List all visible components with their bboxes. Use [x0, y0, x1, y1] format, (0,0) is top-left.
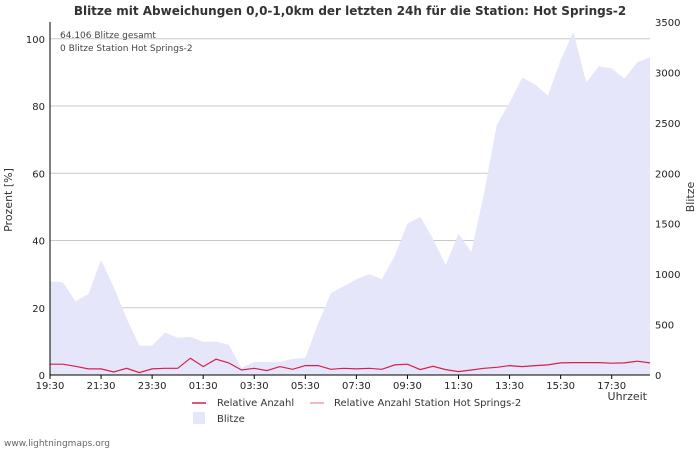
y-tick-right: 3000 — [655, 68, 680, 79]
y-tick-right: 0 — [655, 371, 661, 382]
x-tick-label: 07:30 — [342, 381, 371, 392]
x-tick-label: 21:30 — [87, 381, 116, 392]
x-tick-label: 05:30 — [291, 381, 320, 392]
axes — [49, 22, 650, 379]
y-axis-left-label: Prozent [%] — [2, 168, 15, 232]
x-tick-label: 17:30 — [597, 381, 626, 392]
y-tick-right: 500 — [655, 321, 674, 332]
relative-anzahl-line — [50, 357, 651, 374]
info-total-strikes: 64.106 Blitze gesamt — [60, 31, 156, 41]
blitze-area — [50, 32, 650, 375]
y-axis-right-label: Blitze — [684, 182, 697, 213]
x-axis-label: Uhrzeit — [608, 390, 648, 403]
footer-link[interactable]: www.lightningmaps.org — [4, 439, 110, 449]
legend-blitze-swatch — [193, 412, 205, 424]
y-tick-left: 20 — [32, 304, 45, 315]
x-tick-label: 11:30 — [444, 381, 473, 392]
x-tick-label: 23:30 — [138, 381, 167, 392]
x-tick-label: 03:30 — [240, 381, 269, 392]
legend-relative-label: Relative Anzahl — [217, 398, 294, 409]
y-tick-left: 100 — [26, 35, 45, 46]
x-tick-label: 15:30 — [546, 381, 575, 392]
y-tick-left: 0 — [39, 371, 45, 382]
x-tick-label: 01:30 — [189, 381, 218, 392]
legend: Relative Anzahl Relative Anzahl Station … — [192, 398, 521, 425]
y-tick-left: 80 — [32, 102, 45, 113]
y-tick-right: 3500 — [655, 18, 680, 29]
y-tick-right: 2000 — [655, 169, 680, 180]
blitze-area-layer — [50, 32, 650, 375]
y-tick-right: 2500 — [655, 119, 680, 130]
x-tick-label: 13:30 — [495, 381, 524, 392]
legend-station-label: Relative Anzahl Station Hot Springs-2 — [334, 398, 521, 409]
chart-title: Blitze mit Abweichungen 0,0-1,0km der le… — [74, 4, 626, 18]
x-tick-label: 19:30 — [36, 381, 65, 392]
legend-blitze-label: Blitze — [217, 414, 245, 425]
y-tick-right: 1500 — [655, 220, 680, 231]
y-tick-right: 1000 — [655, 270, 680, 281]
info-station-strikes: 0 Blitze Station Hot Springs-2 — [60, 44, 193, 54]
tick-labels: 0204060801000500100015002000250030003500… — [26, 18, 681, 392]
y-tick-left: 60 — [32, 169, 45, 180]
y-tick-left: 40 — [32, 237, 45, 248]
x-tick-label: 09:30 — [393, 381, 422, 392]
